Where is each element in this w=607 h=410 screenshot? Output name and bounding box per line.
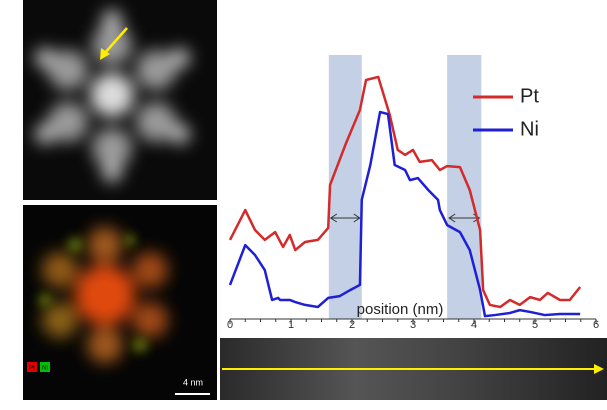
scale-bar-label: 4 nm (183, 377, 203, 387)
figure: Pt Ni 4 nm 0 1 2 3 4 5 6 position (nm) Pt Ni (0, 0, 607, 405)
scan-strip (220, 338, 607, 400)
line-profile: 0 1 2 3 4 5 6 position (nm) Pt Ni (227, 55, 599, 331)
eds-map: Pt Ni 4 nm (23, 205, 217, 400)
x-axis-label: position (nm) (357, 301, 444, 318)
x-tick-label: 6 (593, 319, 599, 331)
series-line (230, 77, 580, 307)
haadf-image (23, 0, 217, 200)
legend-label: Ni (520, 118, 539, 140)
channel-label: Ni (42, 366, 48, 372)
highlight-band (329, 55, 362, 319)
x-tick-label: 0 (227, 319, 233, 331)
legend-label: Pt (520, 85, 539, 107)
x-tick-label: 2 (349, 319, 355, 331)
series-line (230, 112, 580, 316)
channel-label: Pt (29, 366, 35, 372)
x-tick-label: 1 (288, 319, 294, 331)
x-tick-label: 4 (471, 319, 477, 331)
x-tick-label: 5 (532, 319, 538, 331)
x-tick-label: 3 (410, 319, 416, 331)
